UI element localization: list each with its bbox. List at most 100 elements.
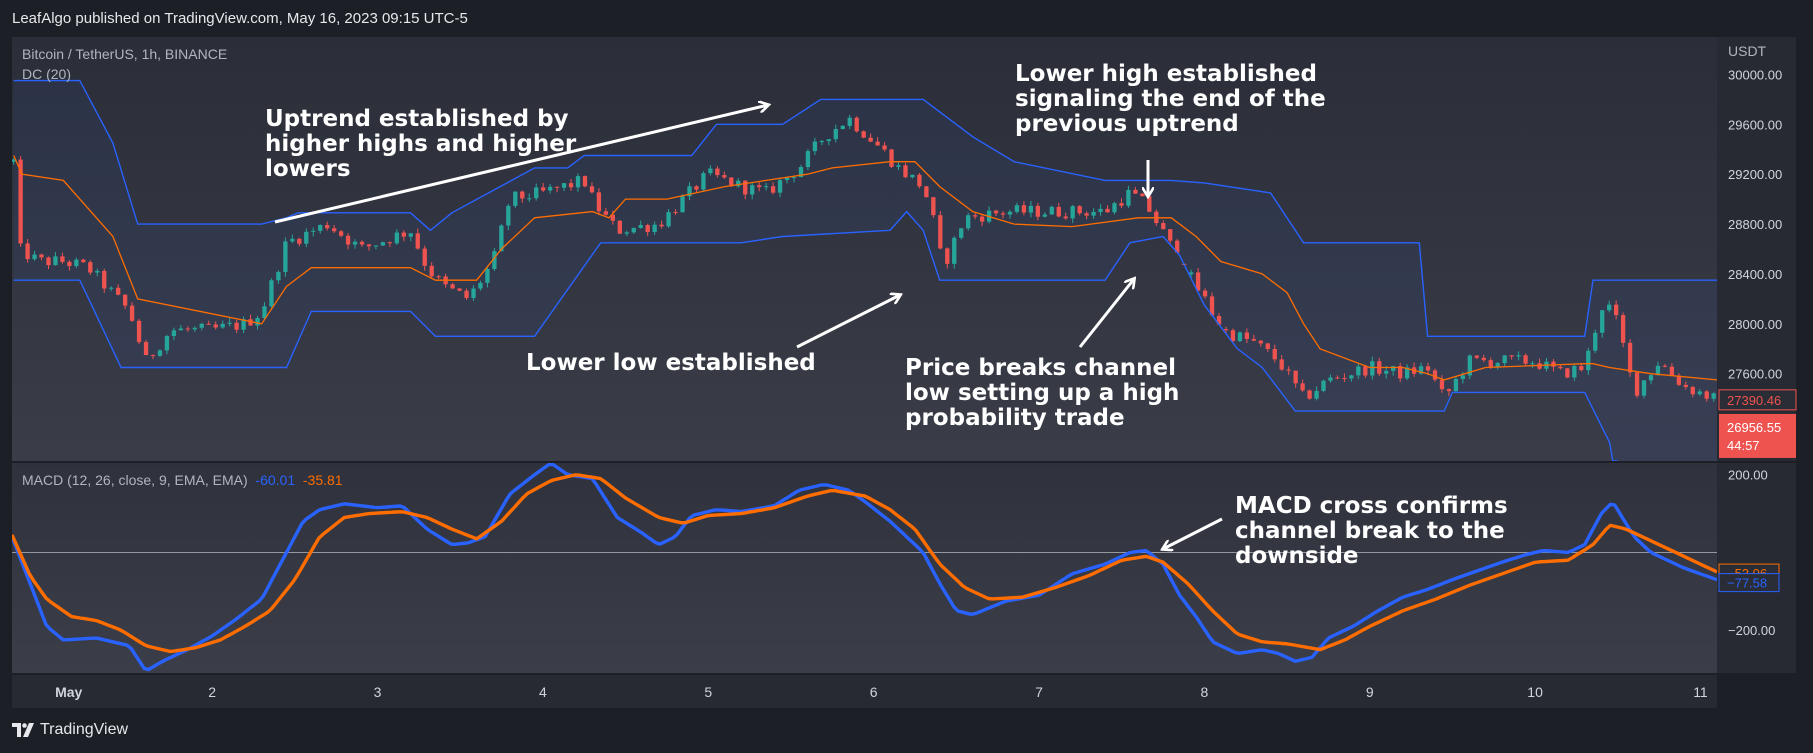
donchian-lower-line — [13, 210, 1618, 461]
candle-body — [366, 244, 372, 247]
candle — [1237, 331, 1243, 343]
price-break-arrow — [1078, 279, 1134, 348]
candle — [1223, 326, 1229, 333]
candle-body — [889, 149, 894, 167]
candle-body — [833, 129, 838, 140]
candle-body — [966, 215, 971, 229]
candle — [673, 209, 678, 216]
candle — [1676, 373, 1682, 387]
candle — [903, 162, 908, 179]
candle-body — [12, 159, 16, 162]
candle-body — [1133, 189, 1138, 194]
y-axis-unit: USDT — [1728, 43, 1767, 59]
candle — [1328, 374, 1333, 383]
candle — [603, 207, 609, 216]
annotation-uptrend: Uptrend established by higher highs and … — [265, 106, 577, 182]
candle — [1230, 328, 1236, 343]
time-tick-label: 9 — [1366, 684, 1374, 700]
candle — [276, 270, 281, 284]
candle-body — [499, 225, 504, 252]
candle-body — [457, 288, 462, 291]
dc-legend[interactable]: DC (20) — [22, 66, 72, 82]
candle — [262, 302, 267, 320]
candle — [415, 228, 420, 250]
candle — [1439, 375, 1445, 393]
candle — [1669, 363, 1675, 376]
candle — [1572, 364, 1577, 382]
candle-body — [1300, 383, 1305, 391]
candle-body — [534, 187, 539, 199]
lower-low-arrow — [796, 295, 900, 349]
candle — [1446, 388, 1452, 397]
candle-body — [206, 323, 211, 325]
candle-body — [1091, 211, 1096, 216]
candle — [1509, 354, 1514, 360]
candle-body — [910, 174, 915, 178]
candle — [805, 148, 811, 171]
candle — [1613, 300, 1619, 320]
candle-body — [373, 245, 379, 247]
candle — [624, 230, 629, 237]
time-tick-label: 6 — [870, 684, 878, 700]
candle-body — [1391, 366, 1396, 371]
candle-body — [1460, 375, 1466, 380]
candle — [129, 302, 135, 323]
candle — [589, 182, 595, 194]
candle — [401, 230, 406, 242]
candle — [46, 256, 51, 270]
candle-body — [1063, 216, 1068, 219]
candle — [1070, 205, 1075, 224]
candle — [164, 334, 170, 355]
candle — [1620, 312, 1626, 348]
candle — [422, 245, 427, 271]
candle-body — [46, 257, 51, 266]
candle — [1523, 353, 1528, 366]
candle-body — [492, 251, 497, 269]
candle-body — [136, 320, 142, 343]
candle — [1202, 288, 1208, 299]
candle — [784, 177, 790, 184]
candle — [1209, 292, 1215, 316]
candle-body — [687, 186, 692, 197]
candle-body — [25, 243, 30, 260]
macd-legend[interactable]: MACD (12, 26, close, 9, EMA, EMA) -60.01… — [22, 472, 343, 488]
candle — [1300, 379, 1305, 392]
macd-plot — [12, 463, 1717, 672]
macd-pane[interactable] — [12, 463, 1717, 673]
candle-body — [701, 173, 706, 190]
candle-body — [903, 165, 908, 178]
macd-value-label: −77.58 — [1727, 576, 1767, 591]
candle — [520, 190, 525, 203]
time-axis-area[interactable] — [12, 675, 1717, 708]
candle-body — [1028, 205, 1034, 213]
candle-body — [1641, 380, 1647, 396]
symbol-legend[interactable]: Bitcoin / TetherUS, 1h, BINANCE — [22, 46, 228, 62]
candle — [1349, 374, 1354, 382]
candle — [290, 234, 295, 243]
candle — [1342, 373, 1347, 383]
candle — [1307, 389, 1312, 400]
candle-body — [1349, 375, 1354, 379]
candle — [485, 267, 490, 288]
tradingview-logo[interactable]: TradingView — [12, 721, 128, 739]
candle — [1314, 386, 1319, 401]
candle — [1279, 355, 1284, 371]
candle — [889, 148, 894, 168]
candle — [763, 183, 769, 191]
candle-body — [1669, 366, 1675, 376]
candle-body — [464, 290, 469, 299]
price-pane[interactable] — [12, 37, 1717, 461]
candle — [1586, 347, 1591, 375]
candle-body — [1035, 205, 1041, 217]
candle-body — [520, 191, 525, 199]
candle-body — [227, 322, 232, 324]
candle-body — [1014, 205, 1020, 212]
candle-body — [39, 254, 44, 258]
candle-body — [1356, 366, 1361, 376]
candle-body — [1098, 208, 1103, 212]
candle — [1697, 389, 1702, 396]
candle — [32, 250, 37, 261]
candle — [436, 274, 441, 280]
candle-body — [770, 186, 776, 193]
